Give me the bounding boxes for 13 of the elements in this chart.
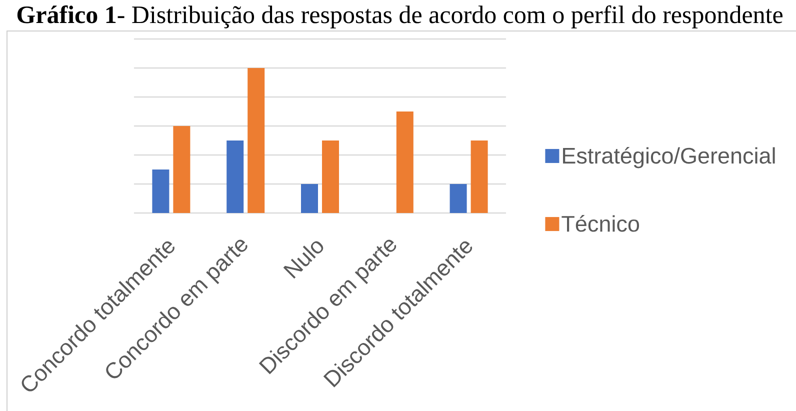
bar — [301, 184, 318, 214]
x-tick-label: Nulo — [283, 241, 324, 279]
bar — [248, 68, 265, 214]
bar — [470, 140, 488, 214]
bar — [226, 140, 244, 214]
bar — [450, 184, 467, 214]
legend-label: Técnico — [562, 215, 640, 232]
bar — [322, 140, 339, 214]
bar — [173, 126, 190, 214]
bar — [396, 112, 414, 214]
bar — [152, 170, 170, 214]
legend-label: Estratégico/Gerencial — [563, 146, 775, 168]
chart-title: Gráfico 1- Distribuição das respostas de acordo com o perfil do respondente — [17, 5, 782, 28]
